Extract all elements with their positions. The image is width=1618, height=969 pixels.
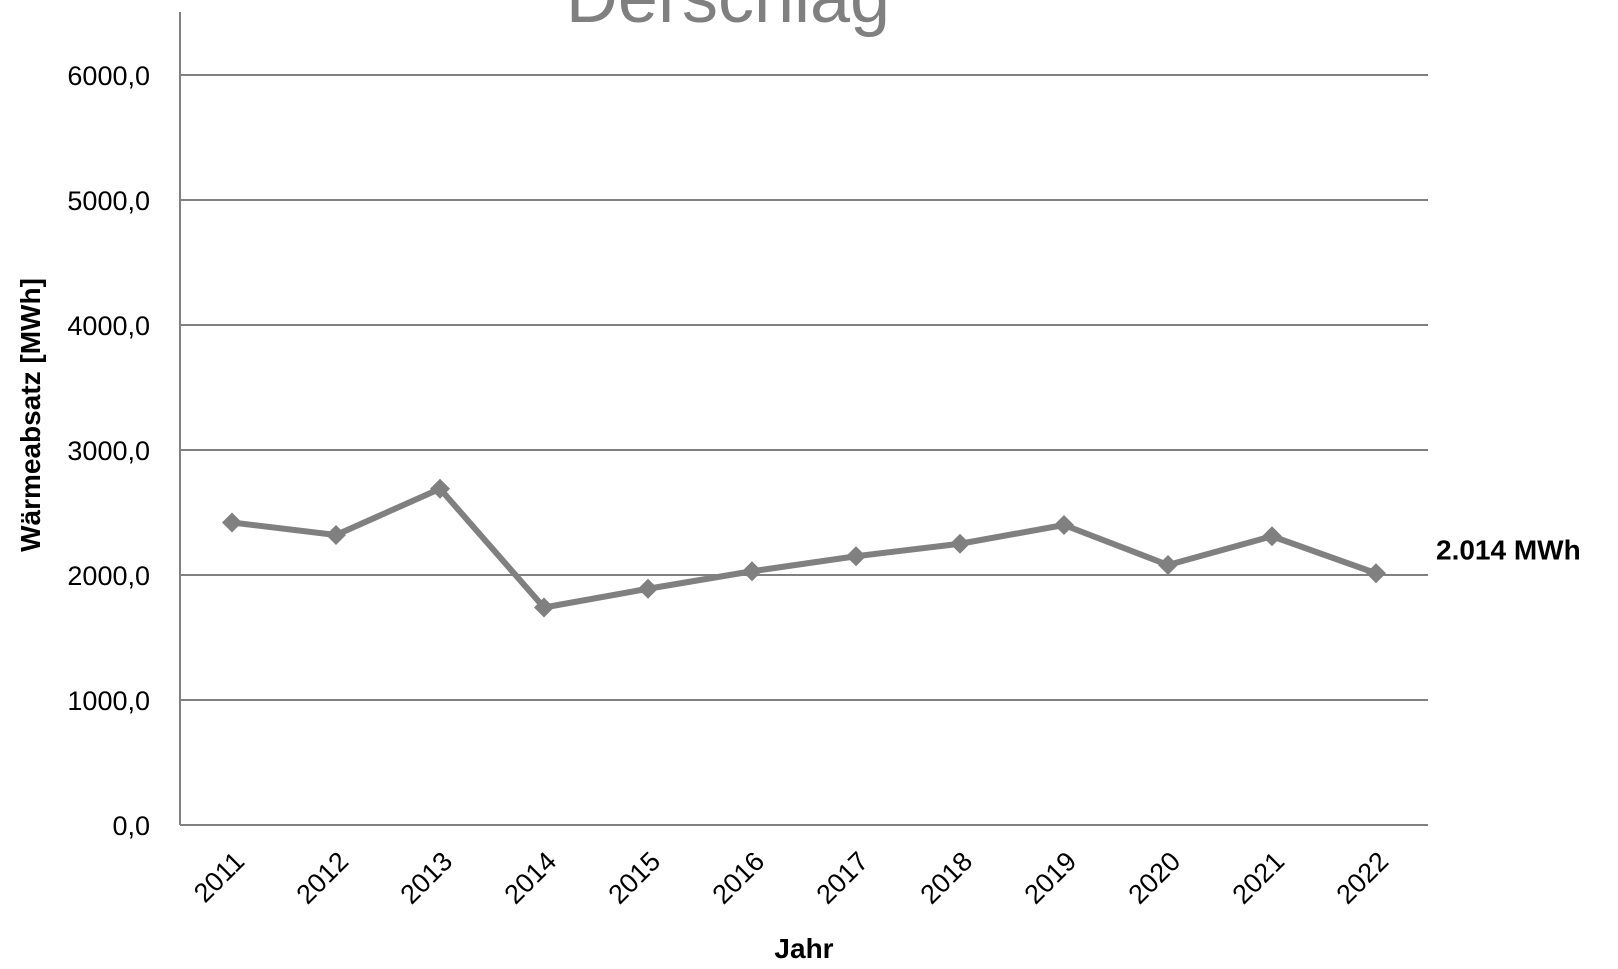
x-tick-label: 2013 — [395, 846, 459, 910]
x-tick-label: 2011 — [188, 846, 250, 908]
x-tick-label: 2017 — [811, 846, 875, 910]
y-tick-label: 0,0 — [112, 811, 150, 841]
x-tick-label: 2014 — [499, 846, 563, 910]
x-axis-ticks: 2011 2012 2013 2014 2015 2016 2017 2018 2019 2020… — [188, 846, 1394, 910]
data-point-marker — [638, 578, 658, 599]
series-layer — [222, 478, 1386, 618]
x-axis-label: Jahr — [774, 933, 833, 964]
y-tick-label: 4000,0 — [67, 311, 150, 341]
y-axis-ticks: 0,0 1000,0 2000,0 3000,0 4000,0 5000,0 6000,0 — [67, 61, 150, 841]
chart-title: Derschlag — [566, 0, 890, 38]
gridlines — [180, 74, 1428, 826]
data-point-marker — [1054, 515, 1074, 535]
x-tick-label: 2020 — [1123, 846, 1187, 910]
data-point-marker — [950, 533, 970, 554]
y-axis-label: Wärmeabsatz [MWh] — [15, 278, 46, 552]
x-tick-label: 2019 — [1019, 846, 1083, 910]
data-point-marker — [742, 561, 762, 582]
data-point-marker — [534, 597, 554, 618]
x-tick-label: 2015 — [603, 846, 667, 910]
data-point-marker — [1366, 563, 1386, 584]
x-tick-label: 2012 — [291, 846, 355, 910]
data-point-marker — [326, 525, 346, 545]
x-tick-label: 2022 — [1331, 846, 1395, 910]
data-point-marker — [846, 546, 866, 567]
x-tick-label: 2021 — [1227, 846, 1291, 910]
y-tick-label: 6000,0 — [67, 61, 150, 91]
data-point-marker — [1262, 526, 1282, 547]
end-value-annotation: 2.014 MWh — [1436, 534, 1581, 565]
y-tick-label: 1000,0 — [67, 686, 150, 716]
x-tick-label: 2018 — [915, 846, 979, 910]
series-line — [231, 485, 1378, 611]
data-point-marker — [430, 478, 450, 499]
x-tick-label: 2016 — [707, 846, 771, 910]
y-tick-label: 5000,0 — [67, 186, 150, 216]
y-tick-label: 3000,0 — [67, 436, 150, 466]
y-tick-label: 2000,0 — [67, 561, 150, 591]
data-point-marker — [1158, 555, 1178, 575]
data-point-marker — [222, 512, 242, 533]
